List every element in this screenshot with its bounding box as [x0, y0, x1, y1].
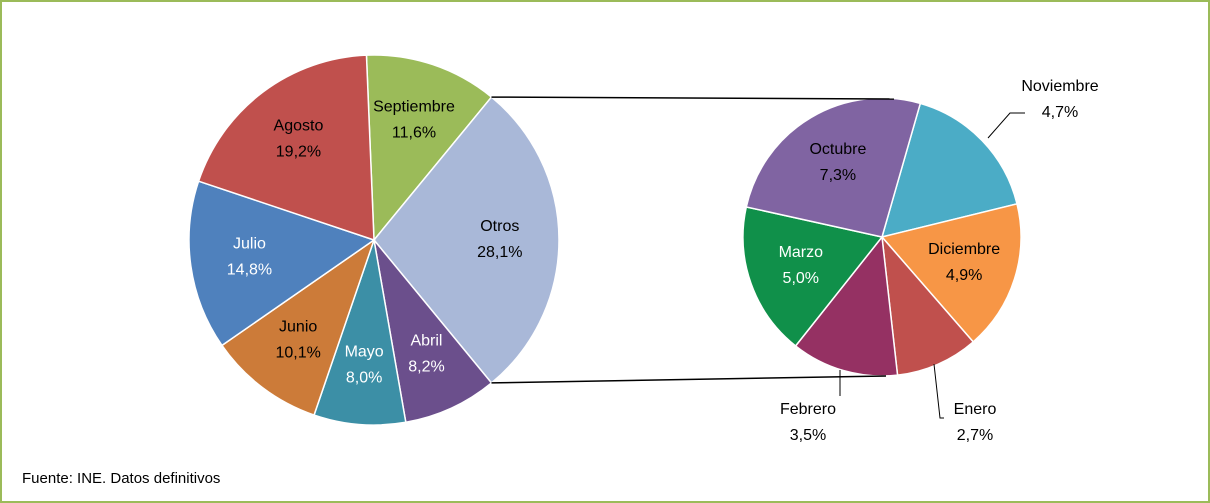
slice-label: Junio 10,1% [275, 319, 320, 362]
slice-category: Julio [233, 236, 266, 253]
pie-slice [220, 238, 376, 416]
slice-value: 2,7% [957, 427, 993, 444]
pie-slice [313, 239, 407, 426]
slice-category: Otros [480, 218, 519, 235]
pie-slice [880, 202, 1022, 343]
slice-label: Febrero 3,5% [780, 401, 836, 444]
slice-value: 11,6% [392, 125, 436, 142]
slice-label: Noviembre 4,7% [1021, 78, 1098, 121]
slice-category: Mayo [345, 344, 384, 361]
slice-category: Enero [954, 401, 997, 418]
slice-value: 28,1% [477, 244, 522, 261]
slice-value: 10,1% [275, 345, 320, 362]
slice-value: 8,0% [346, 370, 382, 387]
slice-label: Agosto 19,2% [274, 118, 324, 161]
source-note: Fuente: INE. Datos definitivos [22, 470, 220, 487]
leader-line [933, 363, 944, 419]
slice-value: 7,3% [820, 167, 856, 184]
slice-category: Marzo [779, 244, 824, 261]
connector-line [491, 375, 887, 384]
slice-value: 4,7% [1042, 104, 1078, 121]
slice-category: Diciembre [928, 241, 1000, 258]
slice-value: 4,9% [946, 267, 982, 284]
slice-category: Junio [279, 319, 317, 336]
pie-slice [742, 206, 884, 347]
pie-slice [372, 237, 493, 424]
slice-label: Otros 28,1% [477, 218, 522, 261]
slice-category: Febrero [780, 401, 836, 418]
slice-category: Octubre [809, 141, 866, 158]
pie-slice [880, 234, 975, 376]
slice-value: 8,2% [408, 359, 444, 376]
slice-category: Noviembre [1021, 78, 1098, 95]
slice-label: Enero 2,7% [954, 401, 997, 444]
slice-label: Abril 8,2% [408, 333, 444, 376]
slice-label: Septiembre 11,6% [373, 99, 455, 142]
slice-label: Marzo 5,0% [779, 244, 824, 287]
slice-value: 3,5% [790, 427, 826, 444]
slice-category: Abril [410, 333, 442, 350]
connector-line [491, 96, 895, 100]
slice-label: Diciembre 4,9% [928, 241, 1000, 284]
slice-label: Mayo 8,0% [345, 344, 384, 387]
slice-category: Septiembre [373, 99, 455, 116]
pie-slice [745, 97, 922, 238]
slice-label: Julio 14,8% [227, 236, 272, 279]
pie-slice [794, 235, 899, 377]
slice-label: Octubre 7,3% [809, 141, 866, 184]
pie-slice [365, 54, 493, 242]
pie-slice [188, 180, 376, 347]
pie-slice [373, 96, 560, 384]
pie-slice [197, 54, 375, 242]
slice-category: Agosto [274, 118, 324, 135]
slice-value: 5,0% [783, 270, 819, 287]
slice-value: 14,8% [227, 262, 272, 279]
pie-slice [880, 102, 1018, 239]
leader-line [987, 112, 1025, 139]
slice-value: 19,2% [276, 144, 321, 161]
